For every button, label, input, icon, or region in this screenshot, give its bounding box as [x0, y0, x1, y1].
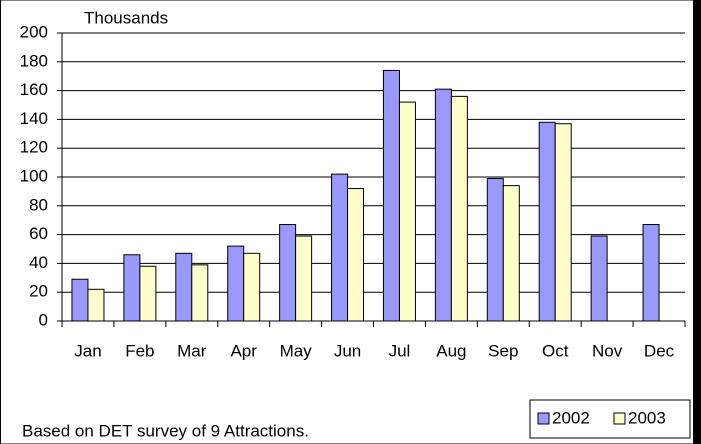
bar — [538, 121, 556, 322]
x-tick-label: Oct — [542, 341, 569, 360]
bar — [347, 188, 365, 322]
y-tick-label: 60 — [29, 224, 48, 243]
bar — [398, 101, 416, 322]
y-tick-label: 140 — [20, 109, 48, 128]
y-tick-label: 100 — [20, 166, 48, 185]
bar — [87, 288, 105, 322]
footnote: Based on DET survey of 9 Attractions. — [22, 421, 309, 440]
bar — [382, 69, 400, 322]
bar — [331, 173, 349, 322]
bar — [554, 123, 572, 322]
bar — [175, 252, 193, 322]
x-tick-label: Apr — [230, 341, 257, 360]
x-tick-label: Jun — [334, 341, 361, 360]
x-tick-label: Feb — [125, 341, 154, 360]
y-tick-label: 160 — [20, 80, 48, 99]
legend-box — [529, 399, 691, 439]
legend-swatch — [613, 412, 626, 425]
bar — [486, 177, 504, 322]
x-tick-label: Jul — [389, 341, 411, 360]
bar — [502, 185, 520, 322]
bar — [227, 245, 245, 322]
bar — [450, 95, 468, 322]
bar — [139, 265, 157, 322]
x-tick-label: Dec — [644, 341, 675, 360]
legend-label: 2002 — [552, 408, 590, 427]
bar — [191, 264, 209, 322]
bar — [279, 224, 297, 322]
y-tick-label: 120 — [20, 138, 48, 157]
x-tick-label: Mar — [177, 341, 207, 360]
y-axis-label: Thousands — [84, 8, 168, 27]
y-tick-label: 20 — [29, 282, 48, 301]
x-tick-label: Jan — [74, 341, 101, 360]
bar — [123, 254, 141, 322]
y-tick-label: 40 — [29, 253, 48, 272]
y-tick-label: 80 — [29, 195, 48, 214]
y-tick-label: 180 — [20, 51, 48, 70]
bar — [642, 224, 660, 322]
bar — [295, 235, 313, 322]
bar — [434, 88, 452, 322]
bar — [71, 278, 89, 322]
x-tick-label: Nov — [592, 341, 623, 360]
legend-label: 2003 — [628, 408, 666, 427]
x-tick-label: Sep — [488, 341, 518, 360]
frame-edge — [693, 0, 701, 444]
y-tick-label: 0 — [39, 310, 48, 329]
legend-swatch — [537, 412, 550, 425]
x-tick-label: Aug — [436, 341, 466, 360]
x-tick-label: May — [280, 341, 313, 360]
bar — [590, 235, 608, 322]
bar — [243, 252, 261, 322]
y-tick-label: 200 — [20, 22, 48, 41]
